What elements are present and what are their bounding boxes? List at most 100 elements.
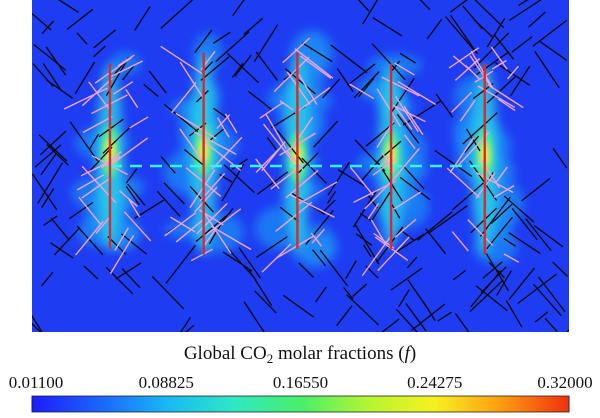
natural-fracture bbox=[323, 199, 336, 213]
natural-fracture bbox=[470, 270, 502, 308]
natural-fracture bbox=[57, 0, 79, 14]
natural-fracture bbox=[68, 201, 94, 220]
natural-fracture bbox=[160, 0, 194, 29]
natural-fracture bbox=[185, 324, 195, 332]
natural-fracture bbox=[521, 177, 551, 202]
natural-fracture bbox=[482, 261, 503, 279]
natural-fracture bbox=[243, 301, 265, 332]
stimulated-fracture bbox=[63, 87, 108, 110]
natural-fracture bbox=[449, 0, 468, 13]
natural-fracture bbox=[347, 63, 376, 86]
stimulated-fracture bbox=[255, 158, 280, 190]
natural-fracture bbox=[344, 260, 357, 280]
natural-fracture bbox=[505, 300, 523, 328]
natural-fracture bbox=[450, 15, 479, 55]
natural-fracture bbox=[525, 218, 552, 252]
stimulated-fracture bbox=[448, 47, 480, 69]
stimulated-fracture bbox=[311, 228, 325, 244]
natural-fracture bbox=[223, 164, 255, 194]
colorbar: Global CO2 molar fractions (f) 0.01100 0.… bbox=[9, 343, 593, 413]
natural-fracture bbox=[50, 242, 74, 259]
natural-fracture bbox=[151, 275, 185, 310]
natural-fracture bbox=[533, 225, 564, 248]
natural-fracture bbox=[39, 130, 67, 156]
stimulated-fracture bbox=[294, 48, 334, 79]
stimulated-fracture bbox=[95, 215, 112, 234]
stimulated-fracture bbox=[169, 216, 196, 233]
stimulated-fracture bbox=[204, 213, 232, 254]
natural-fracture bbox=[32, 322, 42, 332]
natural-fracture bbox=[276, 129, 304, 164]
stimulated-fracture bbox=[193, 131, 237, 155]
natural-fracture bbox=[419, 0, 431, 11]
natural-fracture bbox=[552, 148, 568, 169]
natural-fracture bbox=[231, 158, 248, 170]
stimulated-fracture bbox=[204, 228, 217, 246]
natural-fracture bbox=[370, 191, 391, 223]
stimulated-fracture bbox=[493, 185, 515, 198]
stimulated-fracture bbox=[487, 84, 524, 109]
natural-fracture bbox=[511, 208, 538, 241]
natural-fracture bbox=[50, 217, 70, 241]
stimulated-fracture bbox=[81, 178, 110, 199]
natural-fracture bbox=[163, 182, 185, 205]
stimulated-fracture bbox=[273, 56, 310, 93]
natural-fracture bbox=[336, 305, 353, 327]
natural-fracture bbox=[327, 161, 350, 196]
natural-fracture bbox=[200, 56, 230, 81]
natural-fracture bbox=[89, 133, 99, 149]
natural-fracture bbox=[227, 52, 260, 84]
stimulated-fracture bbox=[109, 235, 135, 275]
stimulated-fracture bbox=[503, 253, 520, 263]
stimulated-fracture bbox=[451, 91, 473, 113]
natural-fracture bbox=[266, 136, 277, 151]
colorbar-tick-label: 0.32000 bbox=[537, 373, 592, 392]
natural-fracture bbox=[45, 46, 67, 76]
stimulated-fracture bbox=[403, 134, 416, 150]
natural-fracture bbox=[346, 294, 379, 326]
natural-fracture bbox=[509, 65, 531, 97]
stimulated-fracture bbox=[395, 96, 419, 133]
natural-fracture bbox=[509, 0, 542, 21]
natural-fracture bbox=[180, 316, 192, 332]
stimulated-fracture bbox=[119, 190, 138, 207]
stimulated-fracture bbox=[224, 113, 238, 134]
natural-fracture bbox=[125, 168, 138, 184]
stimulated-fracture bbox=[459, 99, 476, 122]
natural-fracture bbox=[66, 8, 94, 30]
natural-fracture bbox=[327, 190, 337, 204]
natural-fracture bbox=[402, 100, 442, 126]
natural-fracture bbox=[32, 63, 54, 87]
natural-fracture bbox=[493, 33, 515, 60]
natural-fracture bbox=[396, 113, 420, 144]
natural-fracture bbox=[393, 233, 425, 254]
natural-fracture bbox=[362, 244, 372, 258]
stimulated-fracture bbox=[179, 61, 205, 101]
stimulated-fracture bbox=[497, 98, 516, 112]
natural-fracture bbox=[399, 176, 431, 201]
natural-fracture bbox=[127, 183, 146, 206]
stimulated-fracture bbox=[370, 219, 387, 245]
natural-fracture bbox=[41, 188, 55, 208]
natural-fracture bbox=[405, 303, 427, 332]
natural-fracture bbox=[437, 311, 452, 322]
natural-fracture bbox=[537, 276, 566, 312]
natural-fracture bbox=[417, 211, 453, 241]
natural-fracture bbox=[411, 303, 446, 331]
natural-fracture bbox=[32, 314, 43, 332]
stimulated-fracture bbox=[275, 201, 313, 232]
natural-fracture bbox=[534, 311, 549, 323]
stimulated-fracture bbox=[348, 83, 375, 100]
stimulated-fracture bbox=[393, 191, 422, 210]
natural-fracture bbox=[381, 318, 400, 332]
natural-fracture bbox=[301, 42, 333, 63]
stimulated-fracture bbox=[446, 167, 480, 198]
natural-fracture bbox=[120, 233, 147, 255]
natural-fracture bbox=[134, 199, 165, 219]
natural-fracture bbox=[353, 71, 380, 99]
stimulated-fracture bbox=[299, 55, 332, 79]
natural-fracture bbox=[53, 227, 81, 256]
natural-fracture bbox=[390, 267, 423, 291]
stimulated-fracture bbox=[381, 76, 420, 97]
stimulated-fracture bbox=[394, 62, 415, 76]
